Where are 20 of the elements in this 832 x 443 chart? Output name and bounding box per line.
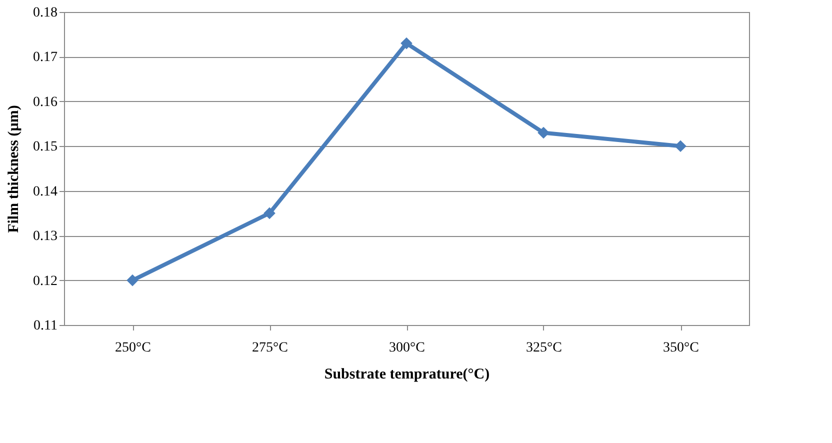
point (674, 140, 686, 152)
y-tick-label: 0.18 (33, 6, 58, 20)
y-tick-label: 0.11 (34, 318, 58, 334)
y-axis-title: Film thickness (µm) (6, 105, 22, 233)
y-tick-label: 0.13 (33, 229, 58, 244)
x-tick-label: 350°C (663, 340, 699, 356)
y-tick-label: 0.16 (33, 94, 58, 110)
x-tick-label: 300°C (389, 340, 425, 356)
point (538, 126, 550, 139)
point (126, 274, 138, 286)
y-tick-label: 0.15 (33, 140, 58, 155)
point (400, 37, 412, 50)
y-tick-label: 0.12 (33, 274, 58, 289)
y-tick-label: 0.14 (33, 184, 58, 200)
x-tick-label: 250°C (115, 340, 151, 356)
point (264, 207, 276, 220)
y-tick-label: 0.17 (33, 50, 58, 66)
x-axis-title: Substrate temprature(°C) (324, 366, 490, 382)
x-tick-label: 325°C (526, 340, 562, 356)
x-tick-label: 275°C (252, 340, 288, 356)
